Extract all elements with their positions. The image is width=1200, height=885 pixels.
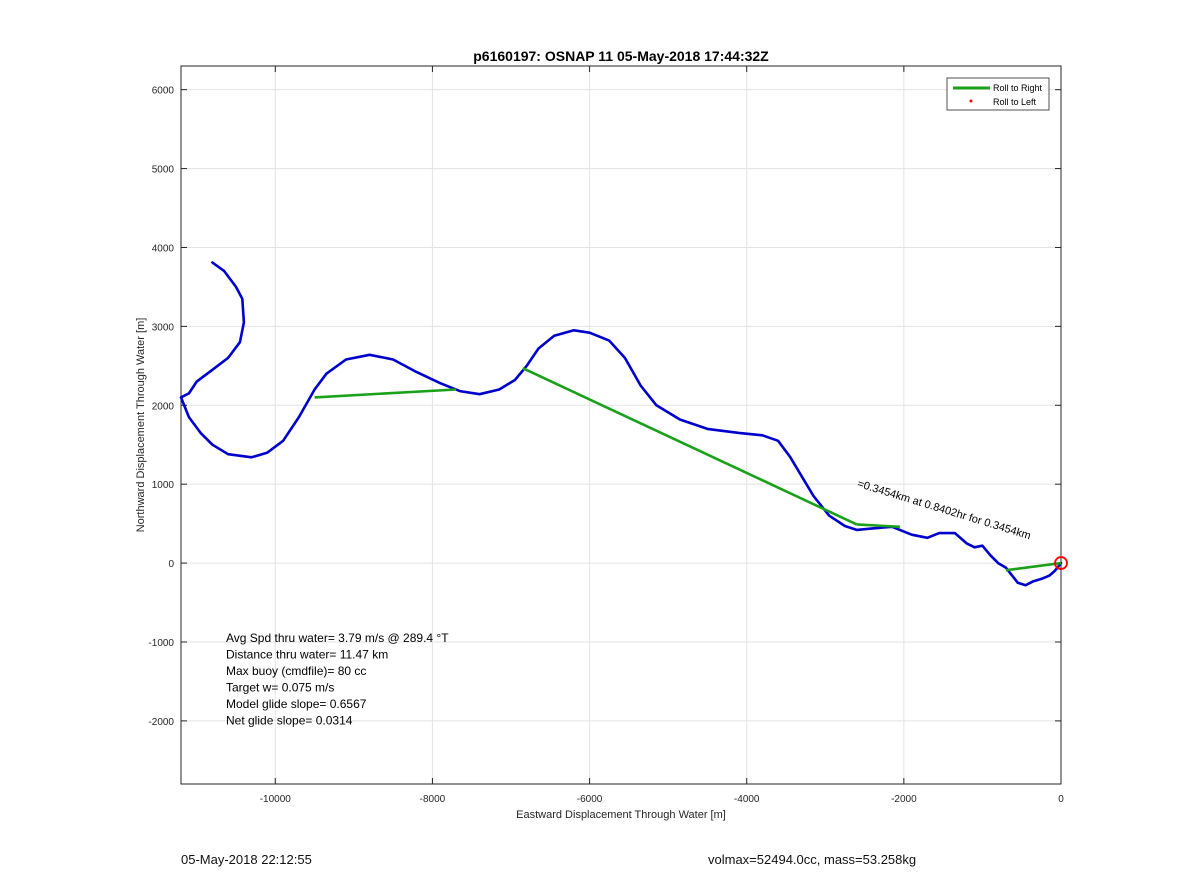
roll-right-segment bbox=[856, 523, 900, 529]
y-tick-label: 3000 bbox=[152, 322, 175, 333]
stats-line: Net glide slope= 0.0314 bbox=[226, 714, 353, 728]
roll-right-segment bbox=[522, 367, 858, 526]
footer-timestamp: 05-May-2018 22:12:55 bbox=[181, 852, 312, 867]
x-tick-label: -4000 bbox=[734, 794, 760, 805]
stats-line: Avg Spd thru water= 3.79 m/s @ 289.4 °T bbox=[226, 631, 449, 645]
y-tick-label: -2000 bbox=[148, 717, 174, 728]
legend-box bbox=[946, 77, 1050, 111]
x-tick-label: -8000 bbox=[420, 794, 446, 805]
y-tick-label: 1000 bbox=[152, 480, 175, 491]
glider-track-chart: p6160197: OSNAP 11 05-May-2018 17:44:32Z… bbox=[135, 48, 1068, 821]
legend-roll-left-swatch bbox=[969, 99, 973, 103]
stats-block: Avg Spd thru water= 3.79 m/s @ 289.4 °T D… bbox=[226, 631, 449, 728]
legend: Roll to Right Roll to Left bbox=[946, 77, 1050, 111]
y-axis-ticks: -2000 -1000 0 1000 2000 3000 4000 5000 6000 bbox=[148, 86, 1061, 728]
footer-mass-info: volmax=52494.0cc, mass=53.258kg bbox=[708, 852, 917, 867]
stats-line: Distance thru water= 11.47 km bbox=[226, 648, 388, 662]
y-tick-label: 4000 bbox=[152, 243, 175, 254]
x-tick-label: -10000 bbox=[260, 794, 292, 805]
x-axis-label: Eastward Displacement Through Water [m] bbox=[516, 809, 726, 821]
track-line bbox=[179, 261, 1063, 587]
stats-line: Max buoy (cmdfile)= 80 cc bbox=[226, 664, 366, 678]
legend-roll-right-label: Roll to Right bbox=[993, 83, 1043, 93]
roll-right-segment bbox=[314, 388, 457, 399]
stats-line: Model glide slope= 0.6567 bbox=[226, 697, 367, 711]
y-tick-label: -1000 bbox=[148, 638, 174, 649]
x-tick-label: -2000 bbox=[891, 794, 917, 805]
stats-line: Target w= 0.075 m/s bbox=[226, 681, 334, 695]
plot-area bbox=[180, 65, 1062, 785]
y-tick-label: 5000 bbox=[152, 165, 175, 176]
end-point-marker bbox=[1054, 556, 1068, 570]
legend-roll-left-label: Roll to Left bbox=[993, 97, 1037, 107]
chart-title: p6160197: OSNAP 11 05-May-2018 17:44:32Z bbox=[473, 48, 769, 64]
x-axis-ticks: -10000 -8000 -6000 -4000 -2000 0 bbox=[260, 66, 1064, 805]
y-tick-label: 6000 bbox=[152, 86, 175, 97]
x-tick-label: 0 bbox=[1058, 794, 1064, 805]
y-axis-label: Northward Displacement Through Water [m] bbox=[135, 318, 147, 533]
x-tick-label: -6000 bbox=[577, 794, 603, 805]
y-tick-label: 0 bbox=[168, 559, 174, 570]
roll-right-segment bbox=[1005, 561, 1062, 572]
y-tick-label: 2000 bbox=[152, 401, 175, 412]
series-layer: =0.3454km at 0.8402hr for 0.3454km bbox=[179, 261, 1068, 587]
